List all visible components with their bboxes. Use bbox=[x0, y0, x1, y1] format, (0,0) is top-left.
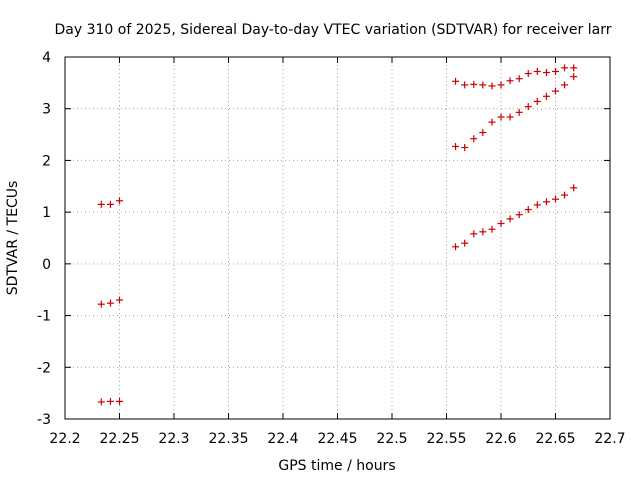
data-point bbox=[542, 92, 550, 100]
data-point bbox=[97, 300, 105, 308]
data-point bbox=[552, 67, 559, 75]
x-tick-label: 22.65 bbox=[535, 431, 575, 447]
y-tick-label: 4 bbox=[42, 50, 51, 66]
data-point bbox=[570, 184, 578, 192]
x-tick-label: 22.4 bbox=[267, 431, 298, 447]
data-point bbox=[497, 113, 505, 121]
x-tick-label: 22.35 bbox=[208, 431, 248, 447]
data-point bbox=[515, 211, 523, 219]
y-tick-label: -2 bbox=[37, 360, 51, 376]
data-point bbox=[479, 81, 487, 89]
data-point bbox=[97, 398, 105, 406]
data-point bbox=[116, 397, 123, 405]
data-point bbox=[552, 87, 559, 95]
x-tick-label: 22.6 bbox=[485, 431, 516, 447]
y-tick-label: 2 bbox=[42, 153, 51, 169]
data-point bbox=[106, 397, 114, 405]
data-point bbox=[570, 64, 578, 72]
y-tick-label: -3 bbox=[37, 412, 51, 428]
data-point bbox=[116, 197, 123, 205]
data-point bbox=[524, 103, 532, 111]
data-point bbox=[452, 142, 460, 150]
grid-lines bbox=[65, 57, 610, 419]
data-point bbox=[461, 144, 469, 151]
data-point bbox=[570, 73, 578, 81]
data-point bbox=[561, 191, 569, 199]
data-point bbox=[116, 296, 123, 304]
data-point bbox=[506, 215, 514, 223]
data-point bbox=[561, 81, 569, 89]
y-axis-label: SDTVAR / TECUs bbox=[5, 181, 21, 296]
data-point bbox=[452, 243, 460, 251]
data-point bbox=[461, 239, 469, 247]
data-point bbox=[533, 201, 541, 209]
x-tick-label: 22.25 bbox=[99, 431, 139, 447]
data-point bbox=[506, 77, 514, 85]
data-point bbox=[542, 69, 550, 77]
data-point bbox=[106, 299, 114, 307]
data-points bbox=[97, 64, 578, 406]
data-point bbox=[97, 200, 105, 208]
data-point bbox=[461, 81, 469, 89]
x-tick-label: 22.5 bbox=[376, 431, 407, 447]
data-point bbox=[470, 230, 478, 238]
data-point bbox=[524, 70, 532, 78]
x-axis-label: GPS time / hours bbox=[278, 458, 395, 474]
data-point bbox=[488, 82, 496, 90]
x-tick-label: 22.2 bbox=[49, 431, 80, 447]
data-point bbox=[515, 75, 523, 83]
data-point bbox=[479, 129, 487, 137]
y-tick-label: 1 bbox=[42, 205, 51, 221]
data-point bbox=[542, 198, 550, 206]
x-tick-label: 22.55 bbox=[426, 431, 466, 447]
x-tick-labels: 22.2 22.25 22.3 22.35 22.4 22.45 22.5 22.55 22.6… bbox=[49, 431, 625, 447]
y-tick-label: -1 bbox=[37, 309, 51, 325]
data-point bbox=[106, 200, 114, 208]
x-tick-label: 22.45 bbox=[317, 431, 357, 447]
x-tick-label: 22.7 bbox=[594, 431, 625, 447]
y-tick-label: 0 bbox=[42, 257, 51, 273]
data-point bbox=[561, 64, 569, 72]
data-point bbox=[470, 135, 478, 143]
data-point bbox=[488, 118, 496, 126]
y-tick-labels: -3 -2 -1 0 1 2 3 4 bbox=[37, 50, 51, 428]
data-point bbox=[497, 81, 505, 89]
data-point bbox=[506, 113, 514, 121]
data-point bbox=[533, 97, 541, 105]
axis-ticks bbox=[64, 56, 611, 420]
data-point bbox=[515, 108, 523, 116]
y-tick-label: 3 bbox=[42, 102, 51, 118]
data-point bbox=[533, 67, 541, 75]
data-point bbox=[497, 220, 505, 228]
data-point bbox=[470, 80, 478, 88]
x-tick-label: 22.3 bbox=[158, 431, 189, 447]
data-point bbox=[524, 206, 532, 214]
data-point bbox=[488, 225, 496, 233]
data-point bbox=[552, 195, 559, 203]
chart-title: Day 310 of 2025, Sidereal Day-to-day VTE… bbox=[55, 22, 612, 38]
data-point bbox=[452, 77, 460, 85]
data-point bbox=[479, 228, 487, 236]
